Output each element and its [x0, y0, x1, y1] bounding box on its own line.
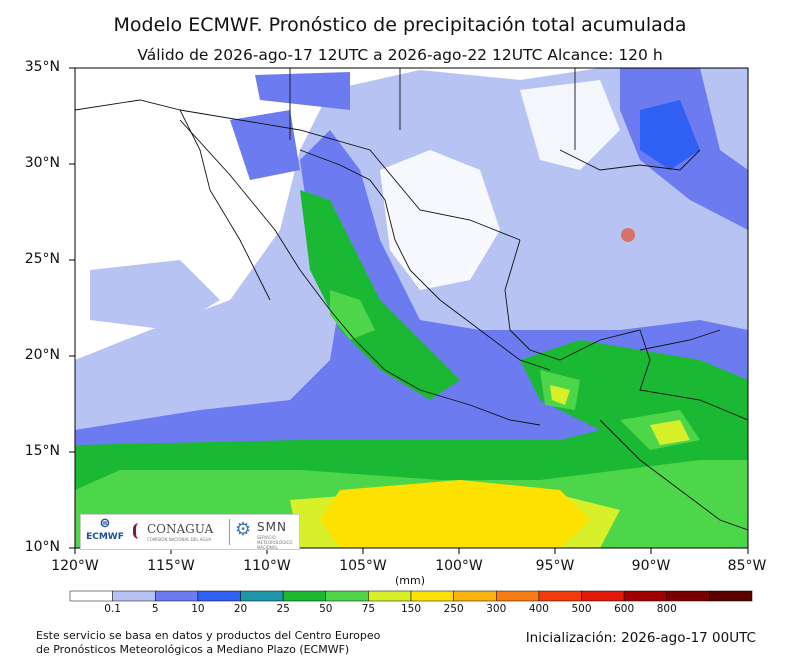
lon-label: 90°W: [631, 558, 671, 574]
ecmwf-icon: ⊜: [99, 516, 111, 531]
axis-ticks: [69, 67, 749, 554]
colorbar-cell: [410, 590, 454, 602]
lon-label: 100°W: [435, 558, 483, 574]
units-label: (mm): [394, 574, 425, 587]
initialization-text: Inicialización: 2026-ago-17 00UTC: [525, 630, 756, 646]
lat-label: 10°N: [24, 539, 60, 555]
country-borders: [75, 68, 748, 531]
attribution-line: Este servicio se basa en datos y product…: [36, 629, 381, 642]
smn-logo-subtext: SERVICIO METEOROLÓGICO NACIONAL: [257, 535, 293, 550]
map-title: Modelo ECMWF. Pronóstico de precipitació…: [113, 14, 687, 36]
colorbar-cell: [282, 590, 326, 602]
colorbar-cell: [581, 590, 625, 602]
lat-label: 30°N: [24, 155, 60, 171]
colorbar-label: 50: [319, 603, 333, 615]
colorbar-label: 150: [400, 603, 422, 615]
lon-label: 110°W: [243, 558, 291, 574]
lat-label: 25°N: [24, 251, 60, 267]
smn-logo: ⚙ SMN SERVICIO METEOROLÓGICO NACIONAL: [235, 518, 295, 551]
ecmwf-logo: ⊜ ECMWF: [85, 517, 125, 547]
colorbar-label: 400: [528, 603, 549, 615]
colorbar-cell: [155, 590, 199, 602]
map-subtitle: Válido de 2026-ago-17 12UTC a 2026-ago-2…: [137, 46, 663, 64]
colorbar-cell: [538, 590, 582, 602]
lon-label: 105°W: [339, 558, 387, 574]
conagua-logo-text: CONAGUA: [147, 522, 214, 536]
logo-divider: [229, 519, 230, 545]
colorbar-cell: [709, 590, 753, 602]
lat-label: 35°N: [24, 59, 60, 75]
colorbar-cell: [197, 590, 241, 602]
colorbar-cell: [453, 590, 497, 602]
colorbar-label: 75: [361, 603, 376, 615]
colorbar-cell: [69, 590, 113, 602]
colorbar-cell: [325, 590, 369, 602]
lat-label: 20°N: [24, 347, 60, 363]
colorbar-label: 600: [614, 603, 635, 615]
conagua-logo: CONAGUA COMISIÓN NACIONAL DEL AGUA: [133, 519, 223, 545]
logo-strip: ⊜ ECMWF CONAGUA COMISIÓN NACIONAL DEL AG…: [80, 514, 300, 550]
conagua-logo-subtext: COMISIÓN NACIONAL DEL AGUA: [147, 537, 212, 542]
lon-label: 85°W: [727, 558, 767, 574]
colorbar-label: 800: [656, 603, 677, 615]
colorbar-label: 500: [571, 603, 592, 615]
attribution-text: Este servicio se basa en datos y product…: [36, 629, 380, 657]
colorbar-label: 25: [276, 603, 290, 615]
smn-logo-text: SMN: [257, 520, 287, 534]
attribution-line: de Pronósticos Meteorológicos a Mediano …: [36, 643, 350, 656]
colorbar-cell: [623, 590, 667, 602]
colorbar-cell: [240, 590, 284, 602]
lon-label: 95°W: [535, 558, 575, 574]
colorbar-cell: [368, 590, 412, 602]
colorbar-cell: [496, 590, 540, 602]
gear-icon: ⚙: [235, 519, 252, 540]
conagua-icon: [133, 523, 147, 539]
colorbar-label: 5: [151, 603, 159, 615]
colorbar-cell: [112, 590, 156, 602]
ecmwf-logo-text: ECMWF: [86, 532, 124, 542]
colorbar-cell: [666, 590, 710, 602]
colorbar-label: 10: [191, 603, 205, 615]
colorbar-label: 250: [443, 603, 464, 615]
lon-label: 115°W: [147, 558, 195, 574]
colorbar-label: 0.1: [104, 603, 121, 615]
colorbar-label: 20: [233, 603, 248, 615]
lon-label: 120°W: [51, 558, 99, 574]
colorbar-label: 300: [486, 603, 507, 615]
lat-label: 15°N: [24, 443, 60, 459]
